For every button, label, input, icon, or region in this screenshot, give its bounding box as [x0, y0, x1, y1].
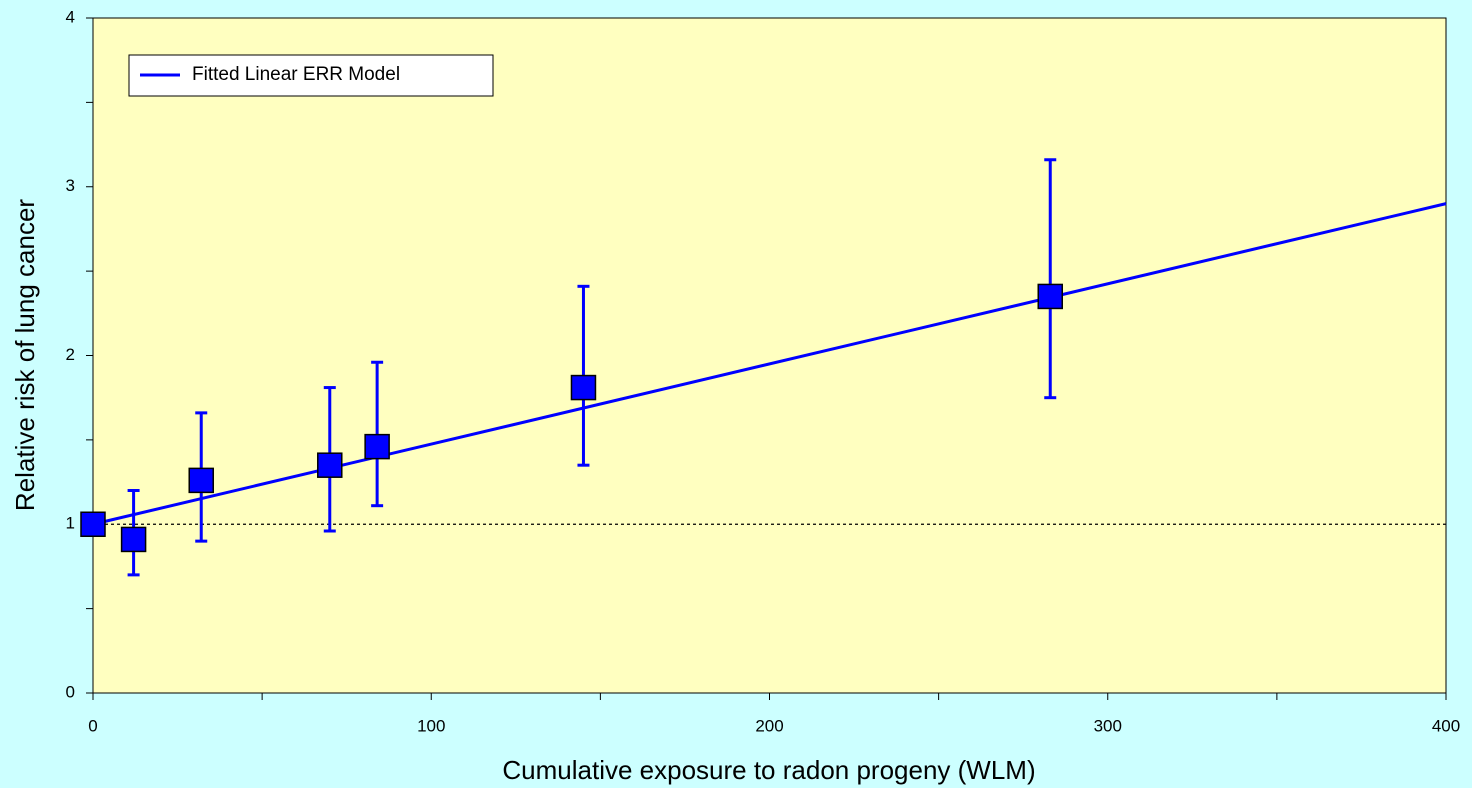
x-tick-label: 200 — [755, 716, 783, 735]
marker — [80, 511, 106, 537]
y-tick-label: 4 — [66, 7, 75, 26]
error-bar — [1044, 158, 1057, 400]
y-tick-label: 1 — [66, 514, 75, 533]
marker — [188, 467, 214, 494]
plot-area — [92, 17, 1447, 694]
legend-box — [128, 54, 494, 97]
y-tick-label: 3 — [66, 176, 75, 195]
x-tick-label: 100 — [417, 716, 445, 735]
y-tick-label: 0 — [66, 682, 75, 701]
legend-label: Fitted Linear ERR Model — [192, 64, 400, 85]
marker — [1037, 283, 1063, 310]
marker — [317, 452, 343, 478]
marker — [120, 526, 147, 553]
x-tick-label: 0 — [88, 716, 97, 735]
y-axis-title: Relative risk of lung cancer — [10, 199, 40, 511]
marker — [364, 433, 390, 460]
marker — [570, 374, 597, 401]
x-tick-label: 300 — [1094, 716, 1122, 735]
y-tick-label: 2 — [66, 345, 75, 364]
x-tick-label: 400 — [1432, 716, 1460, 735]
x-axis-title: Cumulative exposure to radon progeny (WL… — [502, 755, 1035, 785]
